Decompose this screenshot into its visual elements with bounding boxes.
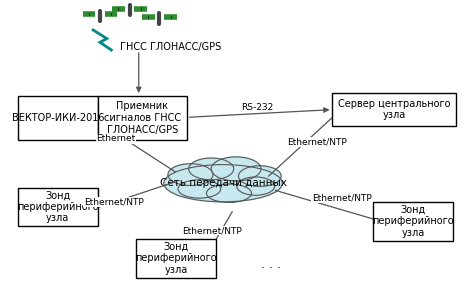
Ellipse shape <box>211 157 261 181</box>
Text: ВЕКТОР-ИКИ-2016: ВЕКТОР-ИКИ-2016 <box>11 113 104 123</box>
FancyBboxPatch shape <box>98 96 186 140</box>
Text: . . .: . . . <box>261 258 281 271</box>
Ellipse shape <box>189 158 234 180</box>
Text: Сеть передачи данных: Сеть передачи данных <box>160 178 287 188</box>
Text: Зонд
периферийного
узла: Зонд периферийного узла <box>372 205 454 238</box>
Text: Ethernet/NTP: Ethernet/NTP <box>312 194 371 203</box>
Text: Приемник
сигналов ГНСС
ГЛОНАСС/GPS: Приемник сигналов ГНСС ГЛОНАСС/GPS <box>103 102 181 135</box>
Text: Ethernet/NTP: Ethernet/NTP <box>287 137 346 146</box>
Text: ГНСС ГЛОНАСС/GPS: ГНСС ГЛОНАСС/GPS <box>120 42 221 52</box>
Text: Ethernet: Ethernet <box>96 134 135 143</box>
Text: Ethernet/NTP: Ethernet/NTP <box>182 226 242 235</box>
FancyBboxPatch shape <box>373 202 453 241</box>
Ellipse shape <box>236 177 275 195</box>
FancyBboxPatch shape <box>136 239 216 278</box>
Text: Ethernet/NTP: Ethernet/NTP <box>84 197 143 206</box>
Text: RS-232: RS-232 <box>241 103 273 112</box>
Text: Сервер центрального
узла: Сервер центрального узла <box>338 99 450 120</box>
FancyBboxPatch shape <box>18 96 98 140</box>
Ellipse shape <box>168 164 213 185</box>
Ellipse shape <box>206 184 252 202</box>
Ellipse shape <box>238 166 281 186</box>
Text: Зонд
периферийного
узла: Зонд периферийного узла <box>17 190 99 223</box>
FancyBboxPatch shape <box>332 93 455 126</box>
Ellipse shape <box>178 180 221 198</box>
Text: Зонд
периферийного
узла: Зонд периферийного узла <box>135 242 217 275</box>
Ellipse shape <box>164 165 282 202</box>
FancyBboxPatch shape <box>18 187 98 226</box>
